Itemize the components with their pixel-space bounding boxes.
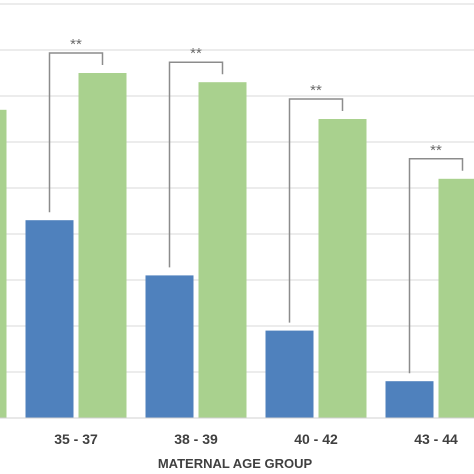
x-tick-label: 35 - 37	[54, 431, 98, 447]
bar-series-1-35-37	[25, 220, 74, 418]
bar-series-2-43-44	[438, 178, 474, 418]
bar-series-1-43-44	[385, 381, 434, 418]
x-axis-title: MATERNAL AGE GROUP	[158, 456, 313, 471]
significance-label: **	[70, 36, 82, 53]
bar-series-2-40-42	[318, 119, 367, 418]
significance-bracket	[48, 52, 104, 213]
significance-bracket	[168, 61, 224, 268]
significance-label: **	[190, 45, 202, 62]
bars	[0, 73, 474, 419]
x-tick-labels: 35 - 37 38 - 39 40 - 42 43 - 44	[54, 431, 458, 447]
bar-series-2-38-39	[198, 82, 247, 418]
bar-series-1-38-39	[145, 275, 194, 418]
significance-bracket	[408, 158, 464, 374]
significance-bracket	[288, 98, 344, 323]
bar-series-2-group-0	[0, 109, 7, 419]
significance-brackets: ** ** ** **	[48, 36, 464, 374]
x-tick-label: 43 - 44	[414, 431, 458, 447]
bar-series-2-35-37	[78, 73, 127, 418]
bar-series-1-40-42	[265, 330, 314, 418]
significance-label: **	[310, 82, 322, 99]
x-tick-label: 40 - 42	[294, 431, 338, 447]
x-tick-label: 38 - 39	[174, 431, 218, 447]
significance-label: **	[430, 142, 442, 159]
